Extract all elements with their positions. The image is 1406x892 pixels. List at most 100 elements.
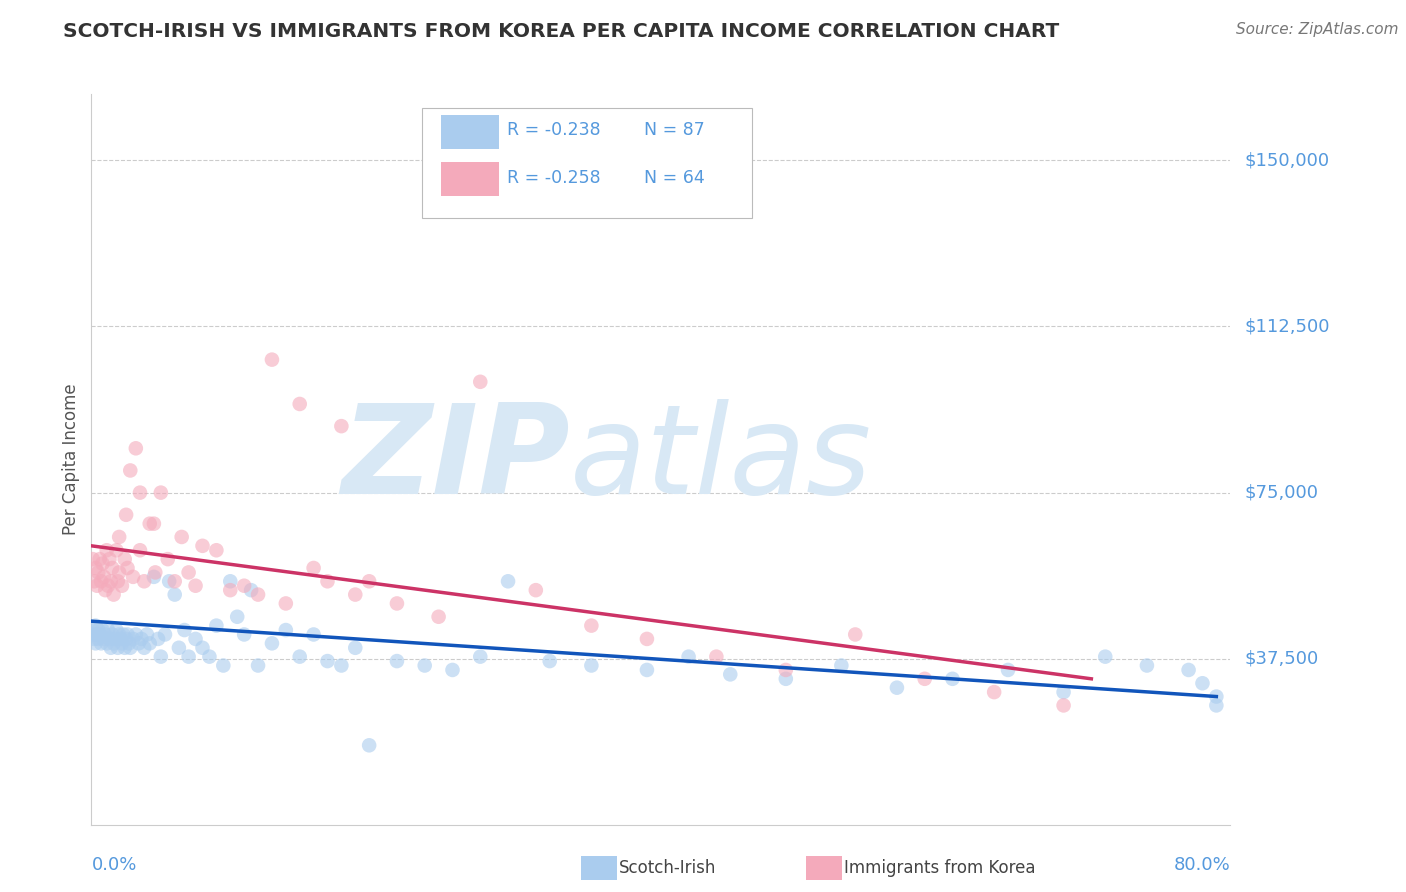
Point [581,618,603,632]
Point [441,663,464,677]
Point [114,552,136,566]
Point [122,570,145,584]
Point [117,561,139,575]
Point [167,640,190,655]
Point [163,588,186,602]
Point [177,649,200,664]
Point [83,632,105,646]
Point [104,632,127,646]
Point [128,636,150,650]
Point [184,579,207,593]
Point [108,530,131,544]
Point [107,640,129,655]
Point [114,640,136,655]
Text: SCOTCH-IRISH VS IMMIGRANTS FROM KOREA PER CAPITA INCOME CORRELATION CHART: SCOTCH-IRISH VS IMMIGRANTS FROM KOREA PE… [63,22,1060,41]
Point [90,574,112,589]
Text: 80.0%: 80.0% [1174,855,1230,873]
Point [205,543,228,558]
Point [233,627,256,641]
Point [156,552,179,566]
Point [226,609,249,624]
Point [149,485,172,500]
Point [1052,698,1074,713]
Point [775,672,797,686]
Point [941,672,963,686]
Point [260,636,283,650]
Point [302,627,325,641]
Point [134,574,156,589]
Point [914,672,936,686]
Point [983,685,1005,699]
Point [844,627,866,641]
Point [524,583,547,598]
Point [89,552,111,566]
FancyBboxPatch shape [441,162,499,196]
Point [359,574,381,589]
Text: Scotch-Irish: Scotch-Irish [619,859,716,877]
Point [115,632,138,646]
Text: $37,500: $37,500 [1244,650,1319,668]
Point [101,561,124,575]
Point [427,609,450,624]
Point [886,681,908,695]
Point [1052,685,1074,699]
Point [170,530,193,544]
Point [103,588,125,602]
Point [274,597,297,611]
Point [111,636,134,650]
Point [344,588,367,602]
Point [138,636,160,650]
Point [108,566,131,580]
Point [125,442,148,456]
Point [96,636,118,650]
Point [103,636,125,650]
Point [142,570,165,584]
Point [122,632,145,646]
Text: 0.0%: 0.0% [91,855,136,873]
Text: $112,500: $112,500 [1244,318,1330,335]
Point [240,583,263,598]
Point [105,543,128,558]
Point [100,574,122,589]
Point [89,627,111,641]
Point [87,566,110,580]
Point [330,419,353,434]
Text: R = -0.258: R = -0.258 [508,169,600,186]
Point [83,574,105,589]
Point [496,574,519,589]
Point [120,463,142,477]
Point [98,632,121,646]
Point [830,658,852,673]
Text: $150,000: $150,000 [1244,151,1329,169]
Point [115,508,138,522]
Point [82,623,104,637]
Point [581,658,603,673]
Text: N = 64: N = 64 [644,169,704,186]
Point [97,623,120,637]
Point [136,627,159,641]
Text: N = 87: N = 87 [644,121,704,139]
Point [247,588,270,602]
Point [129,543,152,558]
Point [149,649,172,664]
Text: atlas: atlas [569,399,872,520]
Point [385,597,408,611]
Point [718,667,741,681]
Point [173,623,195,637]
Point [636,632,658,646]
Text: ZIP: ZIP [342,399,569,520]
Point [247,658,270,673]
Point [219,574,242,589]
Point [163,574,186,589]
Point [219,583,242,598]
Point [97,579,120,593]
Point [157,574,180,589]
Point [91,623,114,637]
Point [84,618,107,632]
Point [108,627,131,641]
Point [205,618,228,632]
Point [1191,676,1213,690]
Point [110,632,132,646]
Point [90,636,112,650]
Text: R = -0.238: R = -0.238 [508,121,600,139]
